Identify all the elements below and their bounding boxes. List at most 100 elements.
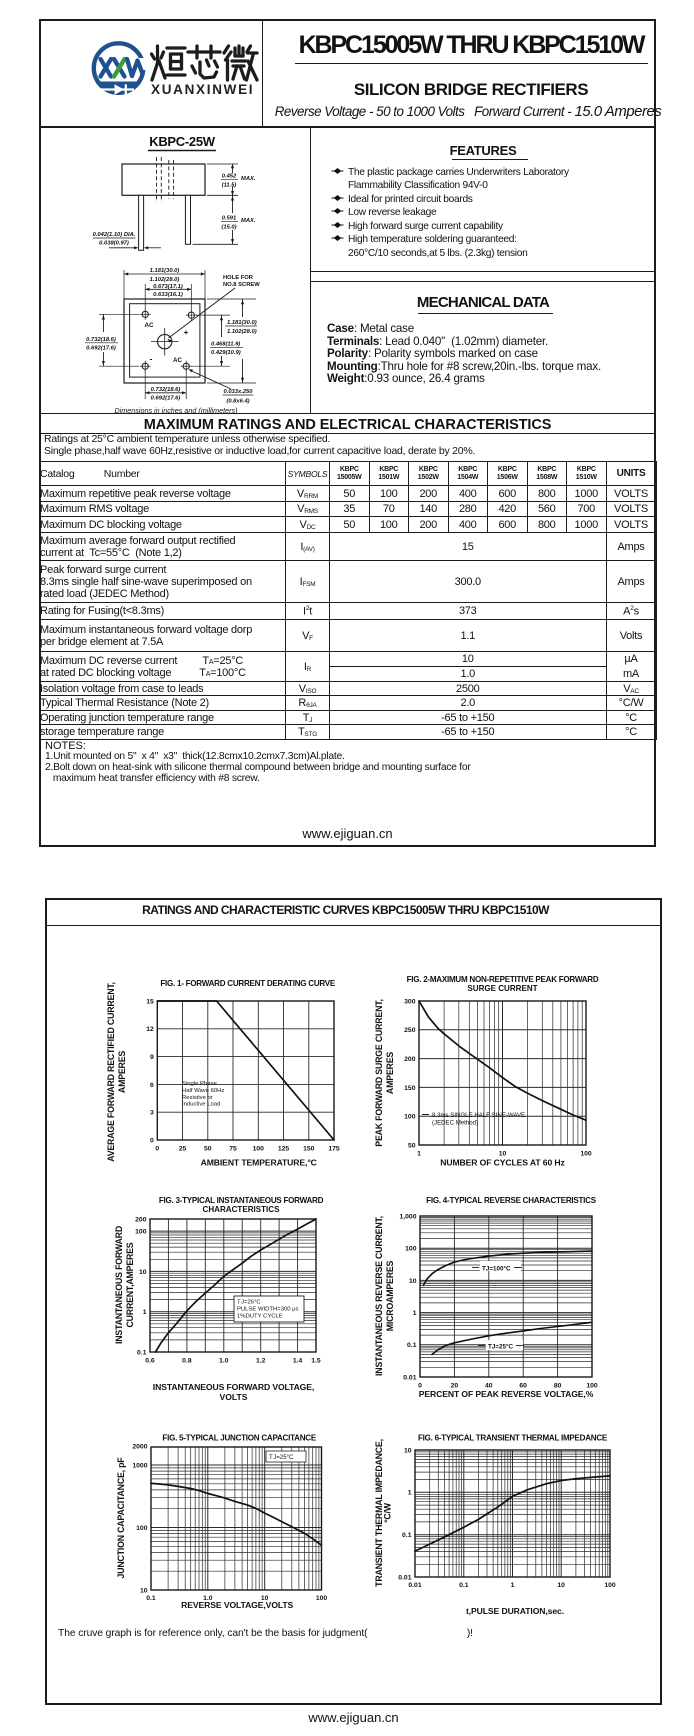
svg-text:0.1: 0.1 [402, 1532, 412, 1539]
svg-text:-: - [150, 354, 153, 364]
svg-text:12: 12 [146, 1026, 154, 1033]
svg-text:200: 200 [404, 1056, 416, 1063]
svg-text:NUMBER OF CYCLES AT 60 Hz: NUMBER OF CYCLES AT 60 Hz [440, 1158, 565, 1168]
svg-text:Resistive or: Resistive or [182, 1095, 213, 1101]
svg-text:INSTANTANEOUS FORWARD: INSTANTANEOUS FORWARD [114, 1226, 124, 1344]
svg-text:0.1: 0.1 [459, 1582, 469, 1589]
svg-text:PULSE WIDTH=300 μs: PULSE WIDTH=300 μs [237, 1307, 299, 1313]
svg-text:SURGE CURRENT: SURGE CURRENT [467, 984, 537, 993]
svg-text:0.633(16.1): 0.633(16.1) [153, 292, 183, 298]
svg-text:25: 25 [179, 1146, 187, 1153]
svg-text:100: 100 [135, 1229, 147, 1236]
svg-text:15: 15 [146, 998, 154, 1005]
svg-text:10: 10 [404, 1447, 412, 1454]
svg-text:t,PULSE DURATION,sec.: t,PULSE DURATION,sec. [466, 1606, 564, 1616]
svg-text:0.692(17.6): 0.692(17.6) [151, 396, 181, 402]
svg-text:PEAK FORWARD SURGE CURRENT,: PEAK FORWARD SURGE CURRENT, [374, 999, 384, 1146]
svg-text:0.1: 0.1 [137, 1349, 147, 1356]
svg-text:1: 1 [417, 1151, 421, 1158]
svg-text:0: 0 [155, 1146, 159, 1153]
svg-text:0.042(1.10) DIA.: 0.042(1.10) DIA. [93, 232, 136, 238]
svg-text:175: 175 [328, 1146, 340, 1153]
svg-text:10: 10 [140, 1587, 148, 1594]
svg-text:AVERAGE FORWARD RECTIFIED CURR: AVERAGE FORWARD RECTIFIED CURRENT, [106, 982, 116, 1162]
svg-text:1000: 1000 [132, 1462, 147, 1469]
svg-text:100: 100 [604, 1582, 616, 1589]
svg-text:60: 60 [519, 1383, 527, 1390]
svg-text:MICROAMPERES: MICROAMPERES [385, 1260, 395, 1331]
svg-text:10: 10 [139, 1269, 147, 1276]
svg-text:AMPERES: AMPERES [385, 1052, 395, 1094]
svg-text:JUNCTION CAPACITANCE, pF: JUNCTION CAPACITANCE, pF [116, 1457, 126, 1579]
svg-text:Single Phase: Single Phase [182, 1081, 217, 1087]
svg-text:80: 80 [554, 1383, 562, 1390]
svg-text:0.429(10.9): 0.429(10.9) [211, 350, 241, 356]
svg-text:150: 150 [303, 1146, 315, 1153]
svg-text:Half Wave 60Hz: Half Wave 60Hz [182, 1088, 224, 1094]
svg-text:0.8: 0.8 [182, 1358, 192, 1365]
svg-text:FIG. 5-TYPICAL JUNCTION CAPACI: FIG. 5-TYPICAL JUNCTION CAPACITANCE [162, 1434, 316, 1443]
svg-text:0.033x.250: 0.033x.250 [223, 389, 253, 395]
svg-text:250: 250 [404, 1027, 416, 1034]
svg-text:100: 100 [580, 1151, 592, 1158]
svg-text:150: 150 [404, 1085, 416, 1092]
svg-text:10: 10 [557, 1582, 565, 1589]
svg-text:Dimensions in inches and (mill: Dimensions in inches and (millimeters) [114, 406, 237, 413]
svg-text:0.1: 0.1 [146, 1595, 156, 1602]
svg-text:1.0: 1.0 [219, 1358, 229, 1365]
svg-text:200: 200 [135, 1216, 147, 1223]
svg-text:NO.8 SCREW: NO.8 SCREW [223, 282, 260, 288]
svg-text:100: 100 [316, 1595, 328, 1602]
svg-text:0.01: 0.01 [403, 1374, 416, 1381]
svg-text:0.01: 0.01 [398, 1574, 411, 1581]
svg-text:MAX.: MAX. [241, 176, 256, 182]
svg-text:AMBIENT TEMPERATURE,°C: AMBIENT TEMPERATURE,°C [201, 1158, 317, 1168]
svg-text:AMPERES: AMPERES [117, 1051, 127, 1093]
svg-text:100: 100 [136, 1525, 148, 1532]
svg-text:°C/W: °C/W [383, 1502, 393, 1523]
svg-text:1,000: 1,000 [399, 1213, 416, 1220]
svg-text:1.2: 1.2 [256, 1358, 266, 1365]
svg-text:0.6: 0.6 [145, 1358, 155, 1365]
svg-text:1%DUTY CYCLE: 1%DUTY CYCLE [237, 1314, 283, 1320]
svg-text:50: 50 [408, 1142, 416, 1149]
svg-text:10: 10 [261, 1595, 269, 1602]
svg-text:100: 100 [253, 1146, 265, 1153]
svg-text:40: 40 [485, 1383, 493, 1390]
svg-text:100: 100 [404, 1114, 416, 1121]
svg-text:6: 6 [150, 1082, 154, 1089]
svg-text:8.3ms SINGLE HALF SINE-WAVE: 8.3ms SINGLE HALF SINE-WAVE [432, 1112, 525, 1119]
svg-text:PERCENT OF PEAK REVERSE VOLTAG: PERCENT OF PEAK REVERSE VOLTAGE,% [419, 1389, 594, 1399]
svg-text:2000: 2000 [132, 1444, 147, 1451]
svg-text:0.01: 0.01 [408, 1582, 421, 1589]
svg-text:1: 1 [413, 1310, 417, 1317]
svg-text:FIG. 2-MAXIMUM NON-REPETITIVE: FIG. 2-MAXIMUM NON-REPETITIVE PEAK FORWA… [407, 975, 599, 984]
svg-text:100: 100 [586, 1383, 598, 1390]
svg-text:1.181(30.0): 1.181(30.0) [227, 320, 257, 326]
svg-text:(15.0): (15.0) [221, 225, 236, 231]
svg-text:75: 75 [229, 1146, 237, 1153]
svg-text:INSTANTANEOUS FORWARD VOLTAGE,: INSTANTANEOUS FORWARD VOLTAGE, [153, 1382, 314, 1392]
svg-text:FIG. 4-TYPICAL REVERSE CHARACT: FIG. 4-TYPICAL REVERSE CHARACTERISTICS [426, 1196, 597, 1205]
svg-text:20: 20 [451, 1383, 459, 1390]
svg-text:REVERSE VOLTAGE,VOLTS: REVERSE VOLTAGE,VOLTS [181, 1600, 293, 1610]
svg-text:0.038(0.97): 0.038(0.97) [99, 241, 129, 247]
svg-text:1.0: 1.0 [203, 1595, 213, 1602]
svg-text:CURRENT,AMPERES: CURRENT,AMPERES [125, 1242, 135, 1327]
svg-text:1: 1 [408, 1490, 412, 1497]
svg-text:VOLTS: VOLTS [219, 1392, 247, 1402]
svg-text:FIG. 1- FORWARD CURRENT DERATI: FIG. 1- FORWARD CURRENT DERATING CURVE [160, 979, 336, 988]
svg-text:AC: AC [145, 322, 154, 329]
svg-text:FIG. 6-TYPICAL TRANSIENT THERM: FIG. 6-TYPICAL TRANSIENT THERMAL IMPEDAN… [418, 1434, 608, 1443]
svg-text:+: + [184, 328, 189, 337]
svg-text:FIG. 3-TYPICAL INSTANTANEOUS F: FIG. 3-TYPICAL INSTANTANEOUS FORWARD [159, 1196, 324, 1205]
svg-text:50: 50 [204, 1146, 212, 1153]
svg-text:0.468(11.9): 0.468(11.9) [211, 341, 240, 347]
svg-text:9: 9 [150, 1054, 154, 1061]
svg-text:0: 0 [418, 1383, 422, 1390]
svg-text:(JEDEC Method): (JEDEC Method) [432, 1120, 478, 1127]
svg-text:AC: AC [173, 357, 182, 364]
svg-text:10: 10 [409, 1278, 417, 1285]
svg-text:0.452: 0.452 [222, 174, 237, 180]
svg-text:1.181(30.0): 1.181(30.0) [150, 268, 180, 274]
